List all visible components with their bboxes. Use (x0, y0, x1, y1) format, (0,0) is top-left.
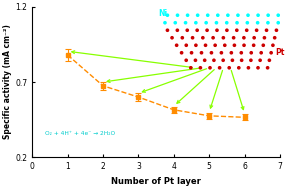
Point (239, 51, 244, 54)
Point (165, 14, 170, 17)
Point (184, 59, 188, 62)
Point (183, 21, 188, 24)
Point (194, 21, 198, 24)
Point (194, 44, 198, 47)
Point (173, 21, 177, 24)
Point (175, 14, 180, 17)
Point (201, 36, 205, 39)
Point (256, 14, 260, 17)
Point (249, 51, 253, 54)
Point (190, 36, 195, 39)
Point (249, 59, 253, 62)
Point (236, 66, 241, 69)
Point (272, 36, 277, 39)
Point (195, 14, 200, 17)
Point (246, 14, 250, 17)
Point (217, 66, 222, 69)
Point (245, 21, 250, 24)
Point (185, 14, 190, 17)
Point (242, 36, 246, 39)
Point (259, 51, 264, 54)
Point (244, 29, 249, 32)
Point (170, 36, 174, 39)
Point (230, 59, 235, 62)
Point (255, 21, 260, 24)
Point (256, 66, 260, 69)
Point (225, 29, 229, 32)
Point (231, 36, 236, 39)
Text: O₂ + 4H⁺ + 4e⁻ → 2H₂O: O₂ + 4H⁺ + 4e⁻ → 2H₂O (45, 131, 115, 136)
Point (180, 36, 185, 39)
Point (212, 59, 216, 62)
Point (236, 14, 240, 17)
Point (252, 36, 256, 39)
Point (219, 51, 224, 54)
Point (242, 44, 246, 47)
Point (271, 44, 275, 47)
Point (239, 59, 244, 62)
Point (184, 44, 189, 47)
Point (251, 44, 256, 47)
Point (215, 29, 219, 32)
Point (209, 51, 214, 54)
Point (265, 66, 270, 69)
Point (274, 29, 279, 32)
X-axis label: Number of Pt layer: Number of Pt layer (111, 177, 201, 186)
Point (267, 59, 272, 62)
Point (188, 66, 193, 69)
Y-axis label: Specific activity (mA cm⁻²): Specific activity (mA cm⁻²) (3, 25, 12, 139)
Point (203, 44, 208, 47)
Point (205, 29, 210, 32)
Point (199, 51, 204, 54)
Point (225, 21, 229, 24)
Point (227, 66, 231, 69)
Point (204, 21, 208, 24)
Point (264, 29, 269, 32)
Point (229, 51, 234, 54)
Point (208, 66, 212, 69)
Point (261, 44, 266, 47)
Point (193, 59, 198, 62)
Point (223, 44, 227, 47)
Point (174, 44, 179, 47)
Point (269, 51, 273, 54)
Point (254, 29, 259, 32)
Point (221, 36, 226, 39)
Point (198, 66, 203, 69)
Point (221, 59, 225, 62)
Point (175, 29, 180, 32)
Point (213, 44, 217, 47)
Point (246, 66, 251, 69)
Point (214, 21, 219, 24)
Point (205, 14, 210, 17)
Point (189, 51, 194, 54)
Point (276, 14, 281, 17)
Point (276, 21, 281, 24)
Point (185, 29, 190, 32)
Point (225, 14, 230, 17)
Point (179, 51, 184, 54)
Point (266, 21, 270, 24)
Point (258, 59, 262, 62)
Point (216, 14, 220, 17)
Point (262, 36, 267, 39)
Point (195, 29, 199, 32)
Point (232, 44, 237, 47)
Point (266, 14, 271, 17)
Point (202, 59, 207, 62)
Point (234, 29, 239, 32)
Point (235, 21, 239, 24)
Text: Ni: Ni (158, 9, 167, 18)
Text: Pt: Pt (276, 48, 285, 57)
Point (211, 36, 215, 39)
Point (165, 29, 170, 32)
Point (163, 21, 167, 24)
